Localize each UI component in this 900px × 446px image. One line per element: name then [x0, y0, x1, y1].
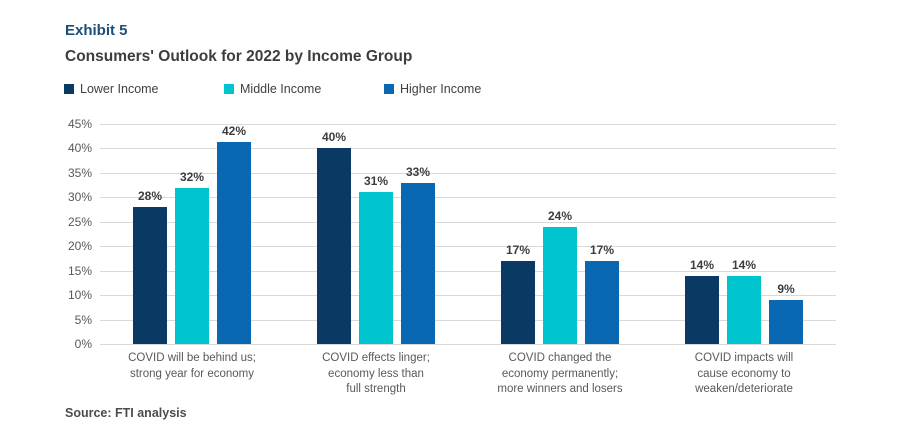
bar-value-label: 17% [505, 242, 531, 257]
bar-group-3: 17% 24% 17% [468, 124, 652, 344]
legend-label: Higher Income [400, 82, 482, 96]
y-axis-tick-label: 20% [67, 239, 92, 254]
gridline [100, 270, 836, 272]
bar-middle-income: 31% [359, 124, 393, 344]
source-note: Source: FTI analysis [65, 406, 187, 420]
bar-lower-income: 40% [317, 124, 351, 344]
bar-value-label: 33% [405, 164, 431, 179]
bar-higher-income: 17% [585, 124, 619, 344]
bar-value-label: 17% [589, 242, 615, 257]
bar-groups: 28% 32% 42% 40% 31% 33% 17% 24% 17% 14% 14% 9% [100, 124, 836, 344]
gridline [100, 246, 836, 248]
bar-lower-income: 14% [685, 124, 719, 344]
x-axis-category-label: COVID will be behind us; strong year for… [128, 352, 256, 380]
gridline [100, 172, 836, 174]
bar-value-label: 9% [777, 282, 795, 296]
bar-value-label: 40% [321, 130, 347, 145]
gridline [100, 221, 836, 223]
bar-rect-middle-income [359, 192, 393, 344]
bar-higher-income: 33% [401, 124, 435, 344]
bar-value-label: 31% [363, 174, 389, 189]
bar-value-label: 24% [547, 208, 573, 223]
bar-middle-income: 24% [543, 124, 577, 344]
bar-rect-lower-income [501, 260, 535, 344]
y-axis-tick-label: 35% [67, 165, 92, 180]
page-title: Consumers' Outlook for 2022 by Income Gr… [65, 48, 413, 65]
bar-rect-higher-income [585, 260, 619, 344]
x-axis-category-label: COVID impacts will cause economy to weak… [694, 352, 794, 396]
bar-value-label: 32% [179, 169, 205, 184]
exhibit-label: Exhibit 5 [65, 22, 128, 39]
gridline [100, 148, 836, 150]
bar-rect-lower-income [685, 275, 719, 344]
y-axis-tick-label: 40% [67, 141, 92, 156]
legend-item-middle-income: Middle Income [224, 82, 384, 96]
y-axis-tick-label: 15% [67, 263, 92, 278]
y-axis-tick-label: 25% [67, 214, 92, 229]
bar-value-label: 14% [689, 257, 715, 272]
y-axis: 45% 40% 35% 30% 25% 20% 15% 10% 5% 0% [40, 117, 92, 351]
bar-higher-income: 9% [769, 124, 803, 344]
x-axis-category-label: COVID changed the economy permanently; m… [497, 352, 623, 396]
bar-rect-lower-income [133, 207, 167, 344]
bar-rect-middle-income [543, 226, 577, 344]
bar-group-1: 28% 32% 42% [100, 124, 284, 344]
bar-rect-middle-income [727, 275, 761, 344]
bar-value-label: 28% [137, 189, 163, 204]
x-axis: COVID will be behind us; strong year for… [100, 351, 836, 398]
bar-group-4: 14% 14% 9% [652, 124, 836, 344]
bar-rect-middle-income [175, 187, 209, 344]
plot-area: 28% 32% 42% 40% 31% 33% 17% 24% 17% 14% 14% 9% [100, 124, 836, 345]
legend-label: Lower Income [80, 82, 159, 96]
y-axis-tick-label: 10% [67, 288, 92, 303]
bar-rect-higher-income [217, 142, 251, 344]
bar-lower-income: 17% [501, 124, 535, 344]
legend-swatch-icon [64, 84, 74, 94]
gridline [100, 344, 836, 345]
gridline [100, 295, 836, 297]
bar-value-label: 42% [221, 124, 247, 138]
legend-swatch-icon [384, 84, 394, 94]
bar-rect-higher-income [401, 182, 435, 344]
legend-swatch-icon [224, 84, 234, 94]
x-axis-category-label: COVID effects linger; economy less than … [322, 352, 430, 396]
y-axis-tick-label: 0% [74, 337, 92, 351]
bar-group-2: 40% 31% 33% [284, 124, 468, 344]
legend-item-lower-income: Lower Income [64, 82, 224, 96]
bar-middle-income: 32% [175, 124, 209, 344]
bar-middle-income: 14% [727, 124, 761, 344]
gridline [100, 319, 836, 321]
bar-rect-higher-income [769, 300, 803, 344]
y-axis-tick-label: 45% [67, 117, 92, 131]
legend-item-higher-income: Higher Income [384, 82, 544, 96]
y-axis-tick-label: 30% [67, 190, 92, 205]
bar-higher-income: 42% [217, 124, 251, 344]
y-axis-tick-label: 5% [74, 312, 92, 327]
bar-value-label: 14% [731, 257, 757, 272]
chart-legend: Lower Income Middle Income Higher Income [64, 82, 544, 96]
gridline [100, 197, 836, 199]
bar-lower-income: 28% [133, 124, 167, 344]
legend-label: Middle Income [240, 82, 322, 96]
bar-rect-lower-income [317, 148, 351, 344]
gridline [100, 124, 836, 125]
